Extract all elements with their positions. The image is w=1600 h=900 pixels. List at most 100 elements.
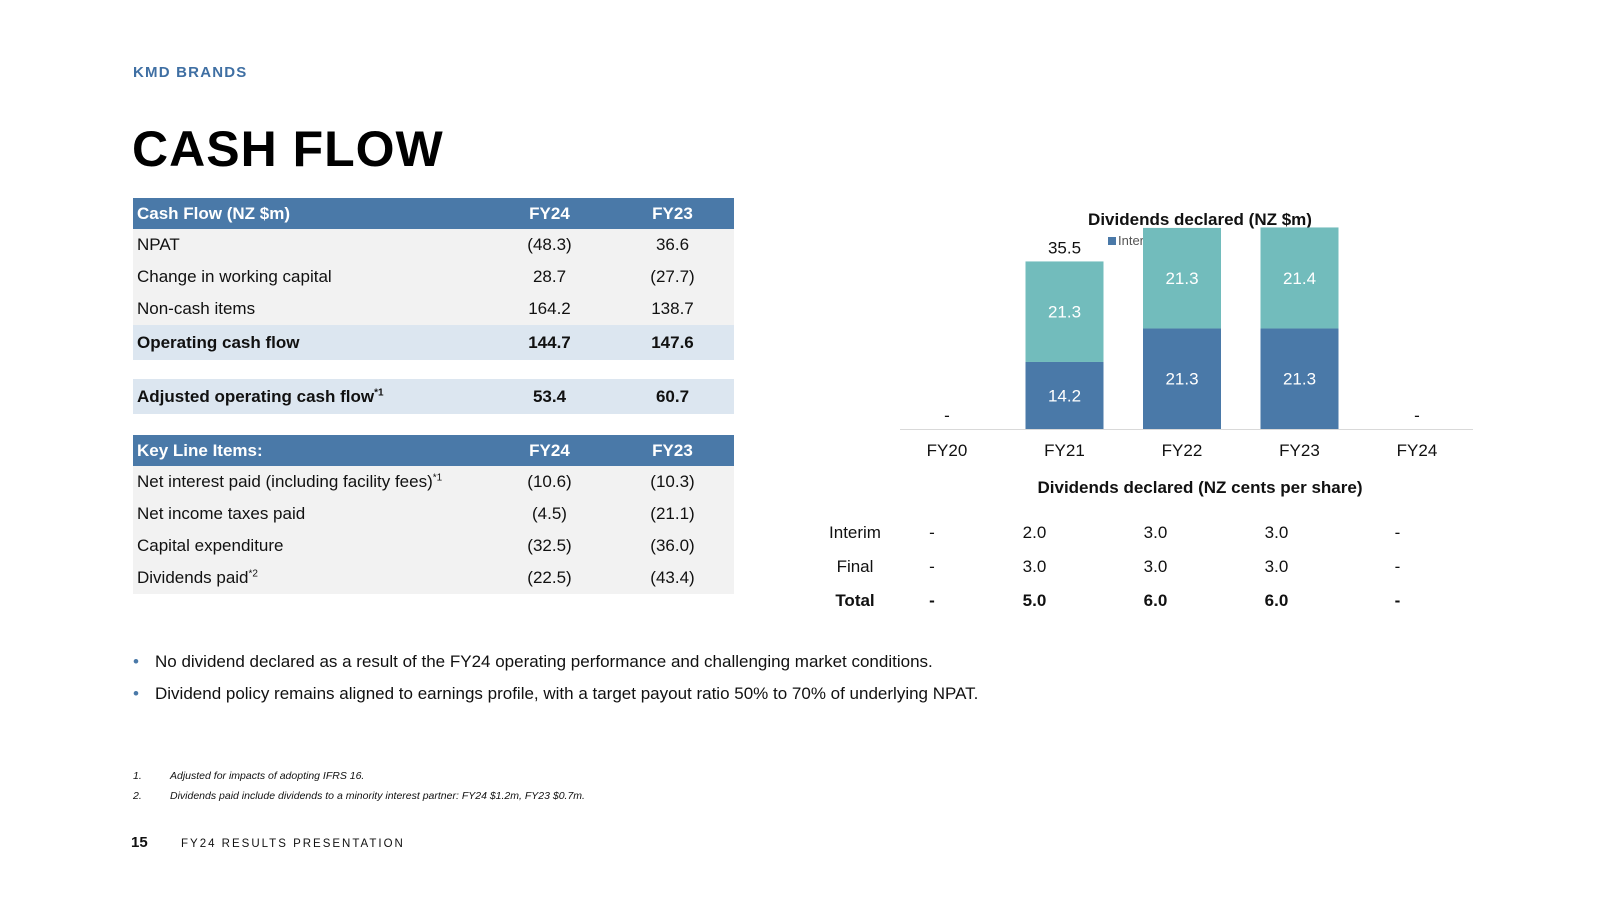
row-fy24: (48.3) [488, 229, 611, 261]
dps-table: Interim - 2.0 3.0 3.0 - Final - 3.0 3.0 … [820, 516, 1458, 618]
dps-cell: 3.0 [1264, 523, 1289, 542]
row-fy23: (21.1) [611, 498, 734, 530]
total-label: 35.5 [1048, 238, 1081, 257]
adjusted-cash-flow-table: Adjusted operating cash flow*1 53.4 60.7 [133, 379, 734, 414]
data-label-interim: 21.3 [1283, 370, 1316, 389]
table-header: Cash Flow (NZ $m) FY24 FY23 [133, 198, 734, 229]
dps-cell: 6.0 [1264, 591, 1289, 610]
x-tick-label: FY23 [1279, 441, 1320, 460]
table-row: Non-cash items 164.2 138.7 [133, 293, 734, 325]
brand-name: KMD BRANDS [133, 64, 248, 81]
header-fy23: FY23 [611, 198, 734, 229]
bar-final-fy21 [1025, 261, 1104, 362]
item-label: Net interest paid (including facility fe… [137, 472, 433, 491]
row-fy23: 60.7 [611, 379, 734, 414]
data-label-final: 21.4 [1283, 269, 1316, 288]
data-label-final: 21.3 [1165, 269, 1198, 288]
operating-cash-flow-row: Operating cash flow 144.7 147.6 [133, 325, 734, 360]
dps-cell: - [929, 557, 935, 576]
dps-row-interim: Interim - 2.0 3.0 3.0 - [820, 516, 1458, 550]
header-fy24: FY24 [488, 198, 611, 229]
footnotes: 1. Adjusted for impacts of adopting IFRS … [133, 770, 585, 810]
dps-cell: 5.0 [1022, 591, 1047, 610]
page-title: CASH FLOW [132, 121, 444, 177]
row-label: NPAT [133, 229, 488, 261]
dps-cell: 3.0 [1143, 557, 1168, 576]
item-label: Net income taxes paid [137, 504, 306, 523]
footnote-ref: *1 [374, 386, 384, 398]
footer-label: FY24 RESULTS PRESENTATION [181, 838, 405, 850]
bar-final-fy22 [1143, 227, 1221, 329]
table-row: Change in working capital 28.7 (27.7) [133, 261, 734, 293]
row-fy23: (10.3) [611, 466, 734, 498]
dps-row-label: Interim [829, 523, 881, 542]
row-label: Net income taxes paid [133, 498, 488, 530]
dps-row-label: Final [836, 557, 874, 576]
cash-flow-table: Cash Flow (NZ $m) FY24 FY23 NPAT (48.3) … [133, 198, 734, 360]
row-fy23: (43.4) [611, 562, 734, 594]
bar-final-fy23 [1260, 227, 1339, 329]
dps-row-label: Total [835, 591, 875, 610]
row-fy24: (4.5) [488, 498, 611, 530]
data-label-interim: 14.2 [1048, 386, 1081, 405]
table-row: Dividends paid*2 (22.5) (43.4) [133, 562, 734, 594]
bar-interim-fy21 [1025, 361, 1104, 429]
row-fy24: (22.5) [488, 562, 611, 594]
item-label: Capital expenditure [137, 536, 284, 555]
row-fy24: 53.4 [488, 379, 611, 414]
dps-row-total: Total - 5.0 6.0 6.0 - [820, 584, 1458, 618]
table-header: Key Line Items: FY24 FY23 [133, 435, 734, 466]
x-tick-label: FY24 [1397, 441, 1438, 460]
header-fy23: FY23 [611, 435, 734, 466]
legend-swatch-interim [1108, 237, 1116, 245]
item-label: Dividends paid [137, 568, 249, 587]
dps-cell: 3.0 [1143, 523, 1168, 542]
table-row: Capital expenditure (32.5) (36.0) [133, 530, 734, 562]
x-tick-label: FY20 [927, 441, 968, 460]
dps-table-title: Dividends declared (NZ cents per share) [1037, 478, 1363, 497]
data-label-interim: 21.3 [1165, 370, 1198, 389]
row-label: Non-cash items [133, 293, 488, 325]
bullet-list: No dividend declared as a result of the … [133, 652, 978, 716]
chart-title: Dividends declared (NZ $m) [1088, 210, 1312, 229]
row-fy24: 164.2 [488, 293, 611, 325]
row-fy24: 28.7 [488, 261, 611, 293]
row-label: Change in working capital [133, 261, 488, 293]
row-fy24: 144.7 [488, 325, 611, 360]
header-label: Key Line Items: [133, 435, 488, 466]
x-tick-label: FY22 [1162, 441, 1203, 460]
data-label-final: 21.3 [1048, 303, 1081, 322]
row-label: Operating cash flow [133, 325, 488, 360]
header-label: Cash Flow (NZ $m) [133, 198, 488, 229]
row-fy23: 138.7 [611, 293, 734, 325]
row-label: Adjusted operating cash flow*1 [133, 379, 488, 414]
footnote: 1. Adjusted for impacts of adopting IFRS … [133, 770, 585, 790]
row-fy24: (32.5) [488, 530, 611, 562]
bar-interim-fy23 [1260, 328, 1339, 429]
dps-cell: - [1394, 591, 1401, 610]
row-fy23: 36.6 [611, 229, 734, 261]
dps-cell: - [929, 591, 935, 610]
adjusted-label: Adjusted operating cash flow [137, 386, 375, 406]
row-label: Net interest paid (including facility fe… [133, 466, 488, 498]
bullet-item: Dividend policy remains aligned to earni… [133, 684, 978, 716]
dps-cell: - [929, 523, 935, 542]
dps-cell: - [1394, 557, 1401, 576]
row-label: Dividends paid*2 [133, 562, 488, 594]
total-label: - [1414, 406, 1420, 425]
total-label: - [944, 406, 950, 425]
table-row: NPAT (48.3) 36.6 [133, 229, 734, 261]
row-fy24: (10.6) [488, 466, 611, 498]
adjusted-cash-flow-row: Adjusted operating cash flow*1 53.4 60.7 [133, 379, 734, 414]
footnote-ref: *1 [432, 472, 443, 484]
bullet-item: No dividend declared as a result of the … [133, 652, 978, 684]
table-row: Net interest paid (including facility fe… [133, 466, 734, 498]
dps-cell: - [1394, 523, 1401, 542]
dividends-chart: InterimFinal-FY2014.221.335.5FY2121.321.… [900, 227, 1473, 460]
dps-cell: 6.0 [1143, 591, 1168, 610]
dps-cell: 2.0 [1022, 523, 1047, 542]
bar-interim-fy22 [1143, 328, 1221, 429]
row-label: Capital expenditure [133, 530, 488, 562]
footnote-ref: *2 [248, 568, 258, 580]
row-fy23: (27.7) [611, 261, 734, 293]
